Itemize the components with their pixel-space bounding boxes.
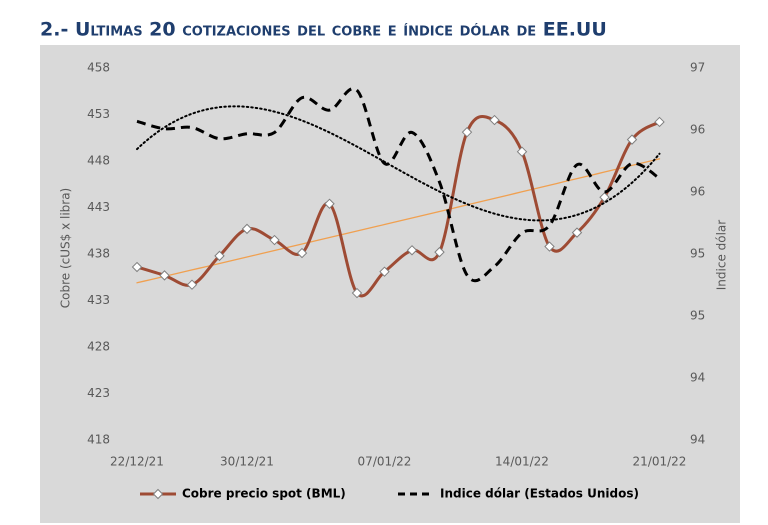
y-tick-label: 458 (87, 61, 110, 75)
y-axis-label: Cobre (cUS$ x libra) (59, 188, 73, 309)
data-point (626, 134, 638, 145)
x-tick-label: 30/12/21 (220, 455, 274, 469)
data-point (159, 270, 170, 281)
series-line (136, 115, 661, 298)
data-point (654, 116, 665, 128)
data-point (214, 250, 225, 262)
x-tick-label: 14/01/22 (495, 455, 549, 469)
trendline (136, 158, 661, 284)
data-point (516, 146, 528, 157)
y-tick-label: 448 (87, 154, 110, 168)
data-point (406, 245, 418, 256)
legend-marker (152, 488, 164, 500)
y-tick-label: 433 (87, 293, 110, 307)
data-point (434, 246, 445, 258)
y2-tick-label: 95 (690, 309, 705, 323)
data-point (269, 234, 280, 246)
data-point (571, 227, 583, 238)
legend-label: Indice dólar (Estados Unidos) (440, 487, 639, 501)
y-tick-label: 438 (87, 247, 110, 261)
y2-tick-label: 97 (690, 61, 705, 75)
chart-title: 2.- Ultimas 20 cotizaciones del cobre e … (40, 19, 607, 41)
y2-axis-label: Indice dólar (715, 220, 729, 291)
data-point (296, 247, 308, 259)
y2-tick-label: 96 (690, 185, 705, 199)
y-tick-label: 423 (87, 386, 110, 400)
chart-background (40, 45, 740, 523)
data-point (351, 287, 363, 299)
y-tick-label: 443 (87, 200, 110, 214)
x-tick-label: 21/01/22 (633, 455, 687, 469)
data-point (544, 241, 555, 252)
data-point (186, 279, 198, 290)
data-point (241, 223, 253, 235)
data-point (599, 192, 610, 203)
y-tick-label: 418 (87, 433, 110, 447)
x-tick-label: 07/01/22 (358, 455, 412, 469)
trendline (136, 105, 661, 222)
data-point (461, 126, 473, 138)
y2-tick-label: 94 (690, 433, 705, 447)
data-point (489, 114, 500, 126)
series-line (136, 87, 661, 283)
y2-tick-label: 94 (690, 371, 705, 385)
y-tick-label: 428 (87, 340, 110, 354)
y2-tick-label: 95 (690, 247, 705, 261)
y-tick-label: 453 (87, 107, 110, 121)
x-tick-label: 22/12/21 (110, 455, 164, 469)
data-point (324, 198, 335, 209)
data-point (379, 266, 390, 277)
y2-tick-label: 96 (690, 123, 705, 137)
legend-label: Cobre precio spot (BML) (182, 487, 346, 501)
data-point (131, 261, 143, 273)
